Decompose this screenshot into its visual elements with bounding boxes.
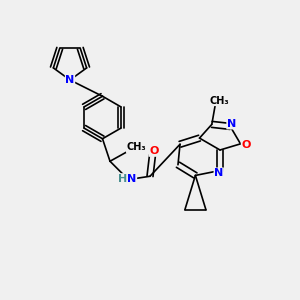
Text: N: N (65, 75, 75, 85)
Text: N: N (128, 174, 136, 184)
Text: CH₃: CH₃ (209, 96, 229, 106)
Text: O: O (241, 140, 251, 150)
Text: O: O (149, 146, 158, 156)
Text: H: H (118, 174, 127, 184)
Text: CH₃: CH₃ (126, 142, 146, 152)
Text: N: N (214, 168, 224, 178)
Text: N: N (227, 119, 236, 129)
